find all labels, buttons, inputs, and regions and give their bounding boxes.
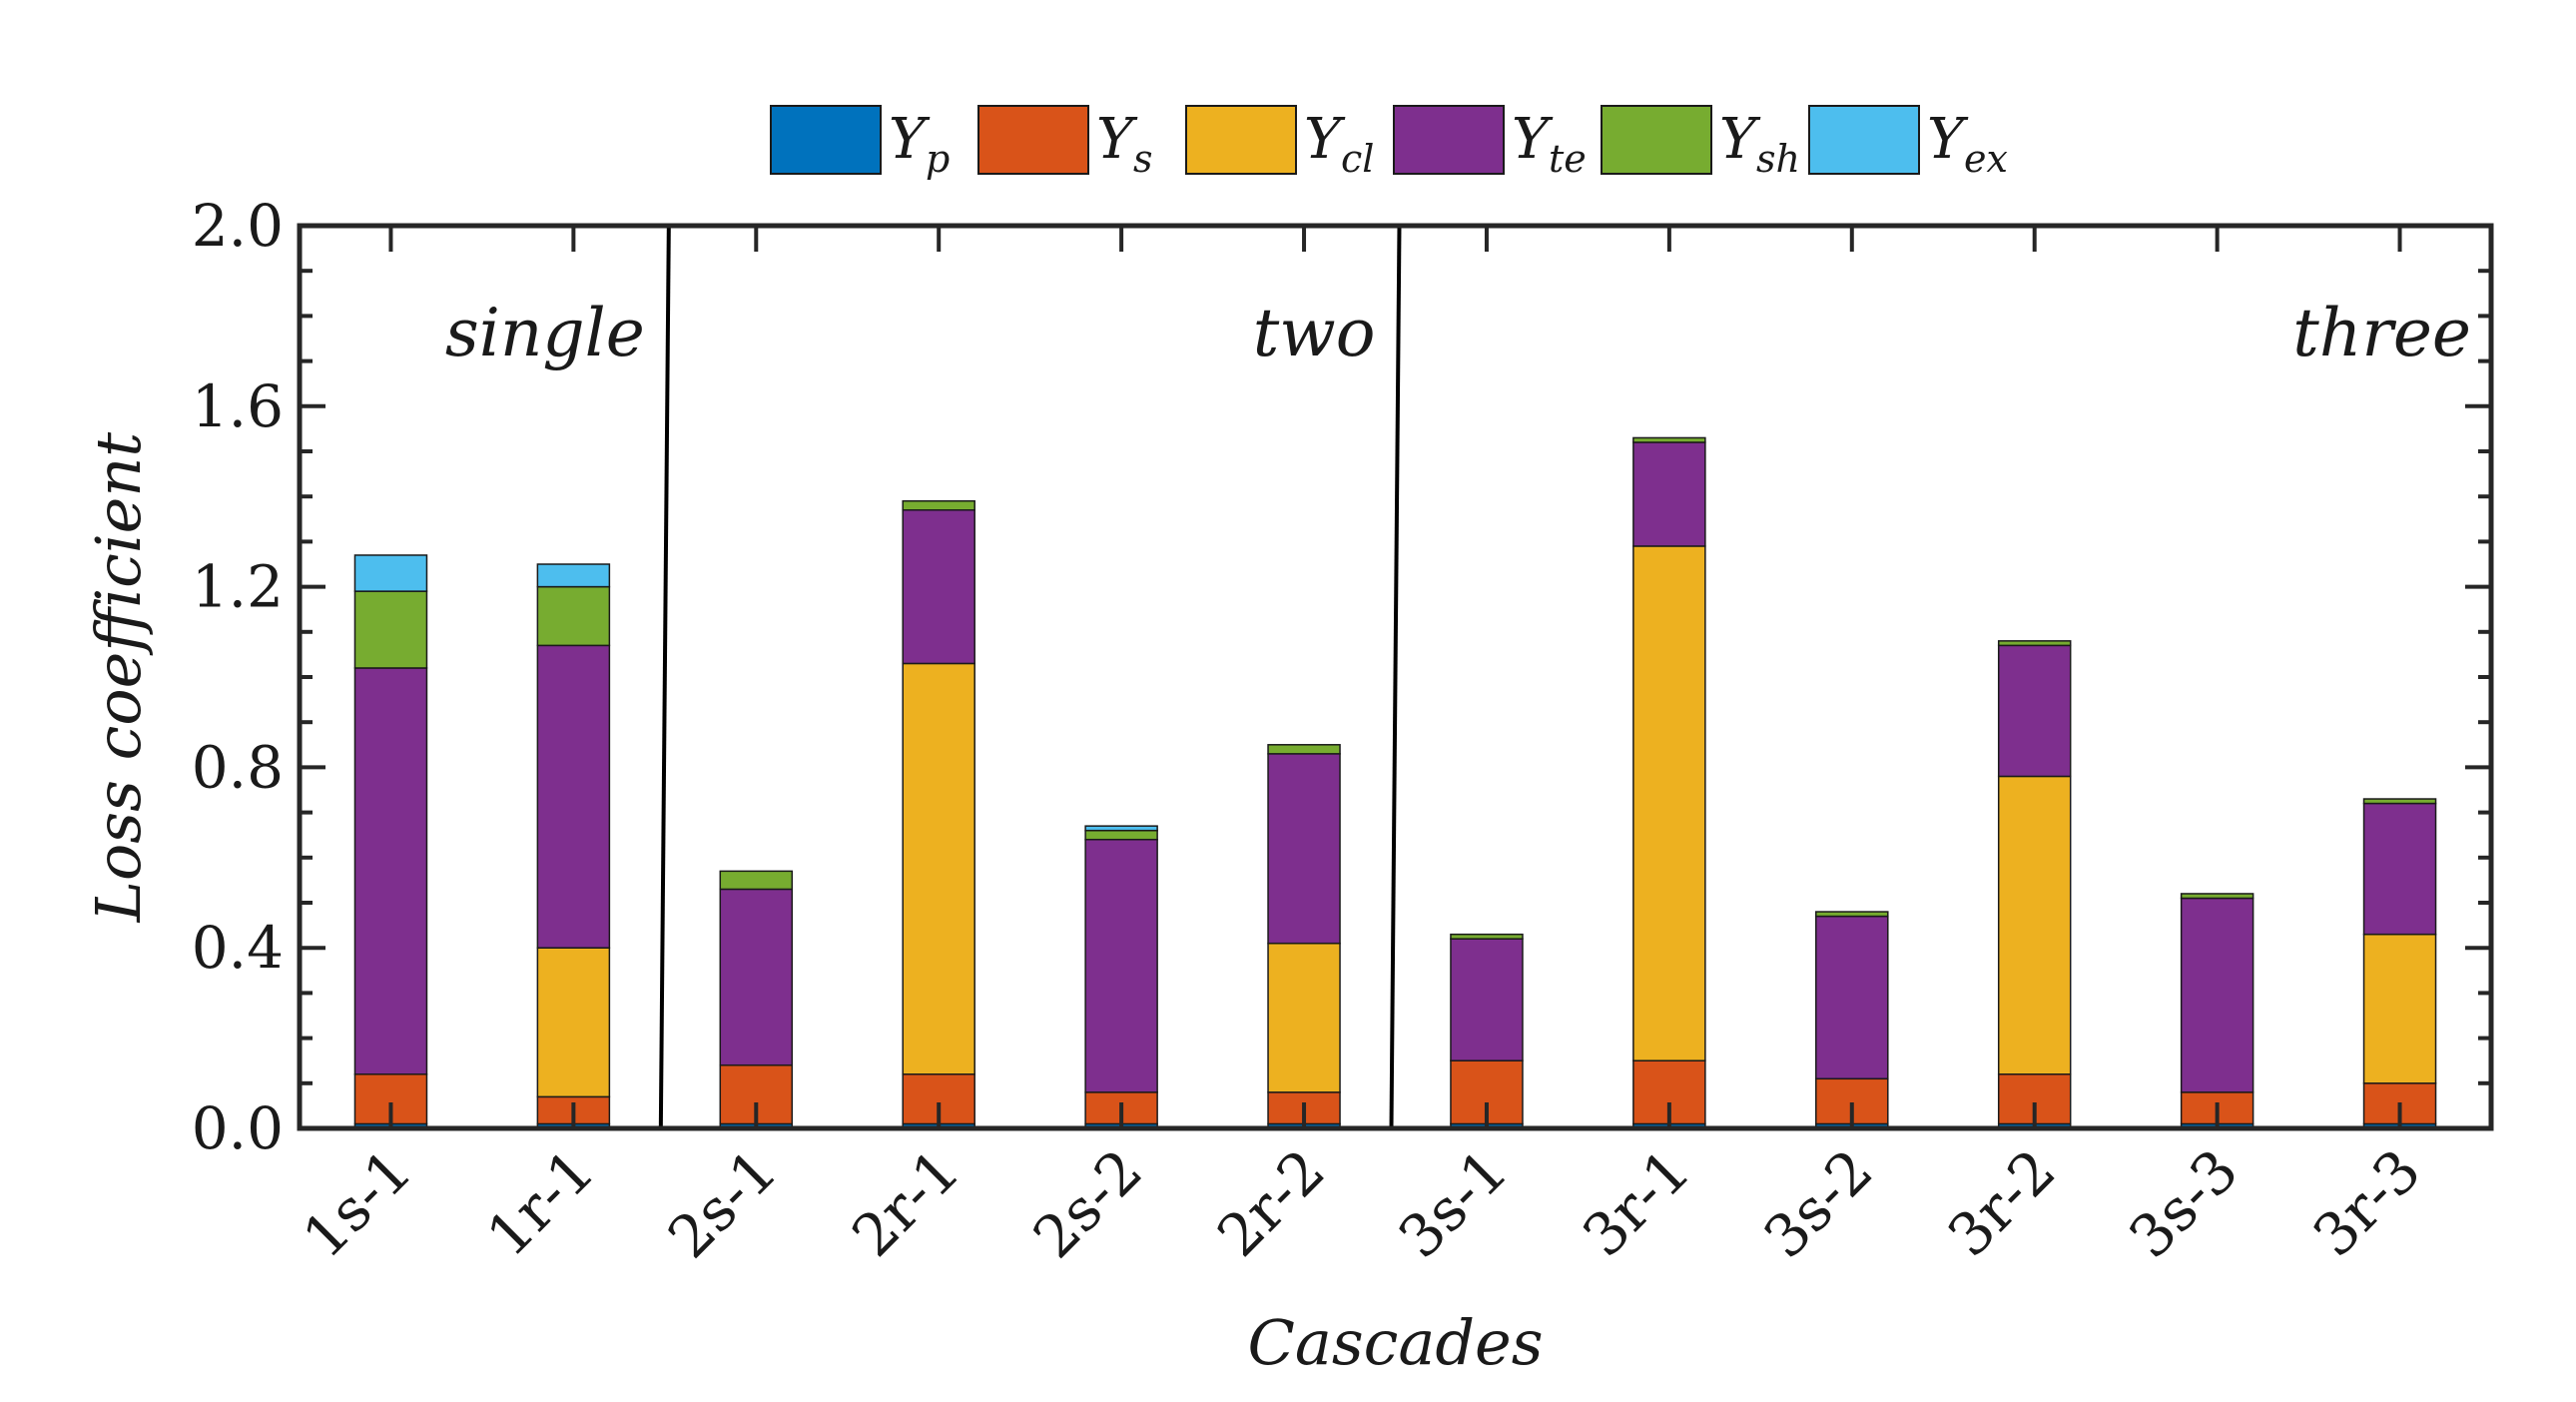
x-tick-label-2r-2: 2r-2: [1204, 1136, 1338, 1270]
bar-segment-yte-3s-3: [2180, 897, 2254, 1093]
y-tick-label: 1.2: [192, 553, 284, 621]
x-tick-label-1r-1: 1r-1: [474, 1136, 608, 1270]
bar-segment-ysh-1s-1: [353, 590, 428, 669]
bar-segment-yte-3r-1: [1632, 441, 1706, 547]
bar-segment-ysh-3r-3: [2362, 798, 2437, 805]
bar-segment-yte-2s-1: [719, 888, 794, 1066]
x-tick-label-3r-3: 3r-3: [2300, 1136, 2434, 1270]
legend-swatch-yex: [1808, 105, 1920, 175]
legend-label-yte: Yte: [1512, 107, 1587, 181]
x-tick-label-3s-1: 3s-1: [1386, 1136, 1521, 1271]
legend-label-ycl: Ycl: [1304, 107, 1374, 181]
legend-label-yex: Yex: [1927, 107, 2008, 181]
y-tick-label: 0.4: [192, 914, 284, 982]
bar-segment-yte-2s-2: [1084, 838, 1158, 1093]
x-axis-title: Cascades: [1247, 1306, 1543, 1379]
y-tick-labels: 0.0 0.4 0.8 1.2 1.6 2.0: [192, 192, 284, 1162]
group-labels: single two three: [445, 295, 2471, 371]
bar-segment-ycl-3r-1: [1632, 545, 1706, 1061]
bar-segment-yte-3r-2: [1997, 644, 2072, 778]
bar-segment-ycl-3r-3: [2362, 933, 2437, 1084]
legend-swatch-ysh: [1601, 105, 1712, 175]
bar-segment-yte-1s-1: [353, 667, 428, 1075]
x-tick-labels: 1s-1 1r-1 2s-1 2r-1 2s-2 2r-2 3s-1 3r-1 3s-2 3r-2…: [290, 1136, 2433, 1271]
x-tick-label-3s-2: 3s-2: [1751, 1136, 1886, 1271]
bar-segment-yte-3s-1: [1450, 938, 1524, 1061]
legend-label-yp: Yp: [889, 107, 950, 181]
bar-segment-yte-3r-3: [2362, 802, 2437, 936]
legend-label-ys: Ys: [1096, 107, 1152, 181]
bar-segment-ysh-2r-1: [902, 499, 975, 511]
bar-segment-ysh-3s-2: [1815, 911, 1889, 918]
bar-segment-ysh-3r-2: [1997, 640, 2072, 647]
bar-segment-ysh-3r-1: [1632, 436, 1706, 443]
bar-segment-ysh-2r-2: [1267, 744, 1341, 755]
group-label-single: single: [445, 295, 645, 371]
legend-swatch-ys: [977, 105, 1089, 175]
x-tick-label-2s-1: 2s-1: [655, 1136, 790, 1271]
group-dividers: [658, 225, 1402, 1129]
x-tick-label-3s-3: 3s-3: [2116, 1136, 2251, 1271]
group-label-two: two: [1253, 295, 1376, 371]
bar-segment-yte-2r-1: [902, 509, 975, 665]
x-tick-label-3r-1: 3r-1: [1570, 1136, 1703, 1270]
y-tick-label: 0.0: [192, 1094, 284, 1162]
x-tick-label-3r-2: 3r-2: [1935, 1136, 2069, 1270]
y-tick-label: 2.0: [192, 192, 284, 260]
legend-swatch-yp: [770, 105, 882, 175]
bar-segment-ysh-1r-1: [536, 585, 611, 647]
bar-segment-ysh-3s-1: [1450, 933, 1524, 940]
legend-label-ysh: Ysh: [1719, 107, 1800, 181]
bar-segment-yex-1s-1: [353, 554, 428, 592]
x-tick-label-2r-1: 2r-1: [839, 1136, 972, 1270]
x-tick-label-2s-2: 2s-2: [1020, 1136, 1155, 1271]
bar-segment-yex-2s-2: [1084, 825, 1158, 832]
y-axis-title: Loss coefficient: [82, 432, 155, 924]
legend-swatch-yte: [1393, 105, 1505, 175]
y-tick-label: 0.8: [192, 733, 284, 801]
bar-segment-ycl-2r-2: [1267, 942, 1341, 1093]
group-label-three: three: [2292, 295, 2471, 371]
bar-segment-ycl-3r-2: [1997, 775, 2072, 1075]
group-divider: [1389, 225, 1402, 1129]
group-divider: [658, 225, 671, 1129]
bar-segment-ycl-2r-1: [902, 662, 975, 1075]
plot-frame: [297, 223, 2494, 1131]
bar-segment-yte-2r-2: [1267, 753, 1341, 945]
bar-segment-yex-1r-1: [536, 563, 611, 588]
x-tick-label-1s-1: 1s-1: [290, 1136, 424, 1271]
bar-segment-ysh-2s-2: [1084, 829, 1158, 841]
legend: Yp Ys Ycl Yte Ysh Yex: [770, 105, 2008, 181]
legend-swatch-ycl: [1185, 105, 1297, 175]
bar-segment-yte-1r-1: [536, 644, 611, 949]
bar-segment-yte-3s-2: [1815, 915, 1889, 1080]
y-tick-label: 1.6: [192, 372, 284, 440]
bar-segment-ysh-2s-1: [719, 870, 794, 891]
bar-segment-ycl-1r-1: [536, 947, 611, 1098]
bar-segment-ysh-3s-3: [2180, 893, 2254, 900]
bars: [353, 436, 2437, 1129]
